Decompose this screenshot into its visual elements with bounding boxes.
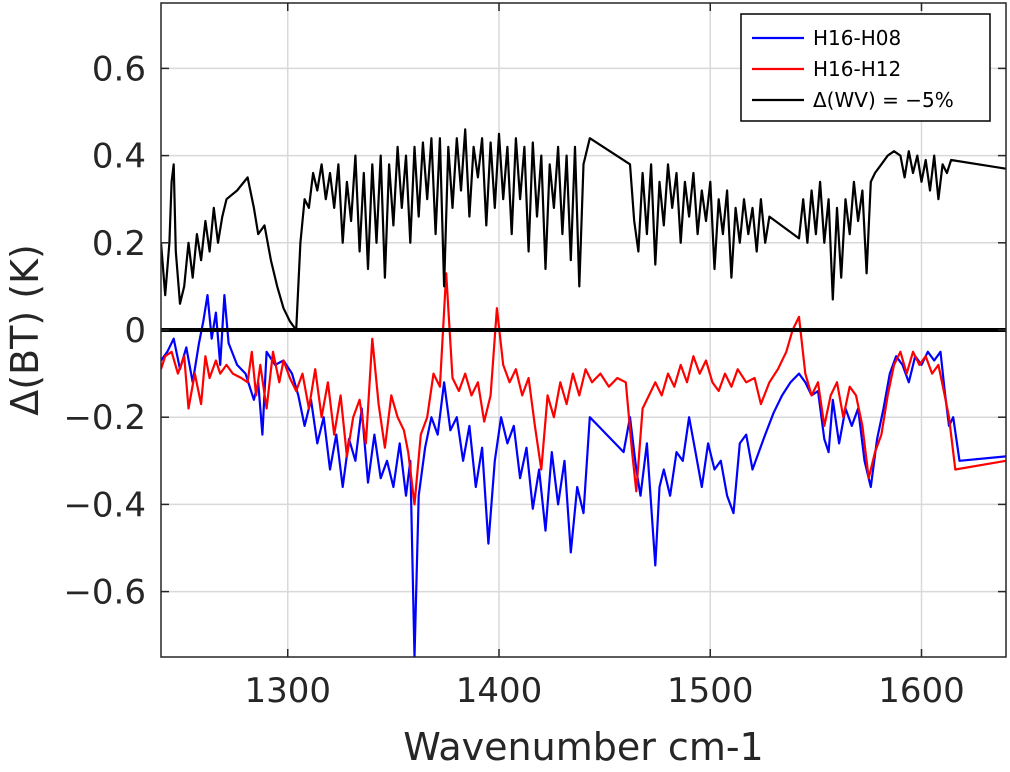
y-tick-label: −0.2 xyxy=(63,398,146,438)
series-group xyxy=(161,128,1006,657)
y-tick-label: 0 xyxy=(124,311,146,351)
series-line-3 xyxy=(161,128,1006,332)
y-tick-label: 0.6 xyxy=(92,49,146,89)
y-tick-label: 0.4 xyxy=(92,137,146,177)
x-tick-label: 1400 xyxy=(456,671,543,711)
x-tick-label: 1500 xyxy=(667,671,754,711)
series-line-1 xyxy=(161,294,1006,657)
x-ticks: 1300 1400 1500 1600 xyxy=(244,3,965,711)
y-tick-label: −0.4 xyxy=(63,485,146,525)
y-axis-label: Δ(BT) (K) xyxy=(3,244,47,416)
y-tick-label: 0.2 xyxy=(92,224,146,264)
legend-label-1: H16-H08 xyxy=(813,26,901,50)
legend-box xyxy=(740,13,991,122)
y-ticks: −0.6 −0.4 −0.2 0 0.2 0.4 0.6 xyxy=(63,49,1006,613)
legend-label-2: H16-H12 xyxy=(813,57,901,81)
x-tick-label: 1300 xyxy=(244,671,331,711)
series-line-2 xyxy=(161,272,1006,506)
x-axis-label: Wavenumber cm-1 xyxy=(403,725,763,769)
legend: H16-H08 H16-H12 Δ(WV) = −5% xyxy=(740,13,991,122)
legend-label-3: Δ(WV) = −5% xyxy=(813,88,954,112)
x-tick-label: 1600 xyxy=(878,671,965,711)
y-tick-label: −0.6 xyxy=(63,573,146,613)
